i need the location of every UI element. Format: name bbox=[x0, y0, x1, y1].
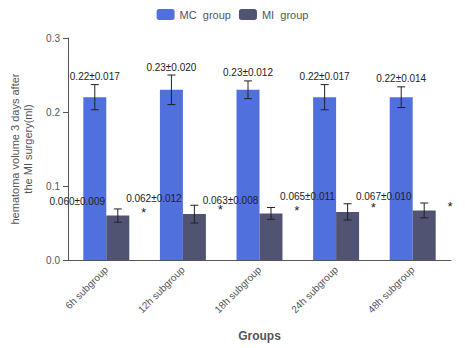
svg-text:6h subgroup: 6h subgroup bbox=[63, 264, 110, 311]
svg-text:0.3: 0.3 bbox=[46, 33, 60, 44]
svg-text:0.062±0.012: 0.062±0.012 bbox=[126, 193, 182, 204]
svg-text:0.22±0.017: 0.22±0.017 bbox=[70, 71, 120, 82]
svg-text:0.22±0.017: 0.22±0.017 bbox=[300, 71, 350, 82]
svg-text:0.067±0.010: 0.067±0.010 bbox=[356, 191, 412, 202]
svg-text:24h subgroup: 24h subgroup bbox=[289, 264, 340, 315]
svg-text:0.1: 0.1 bbox=[46, 181, 60, 192]
svg-text:0.0: 0.0 bbox=[46, 255, 60, 266]
svg-text:*: * bbox=[447, 199, 453, 214]
svg-text:0.063±0.008: 0.063±0.008 bbox=[203, 195, 259, 206]
svg-text:12h subgroup: 12h subgroup bbox=[136, 264, 187, 315]
svg-text:the MI surgery(ml): the MI surgery(ml) bbox=[22, 104, 34, 193]
svg-text:hematoma volume 3 days after: hematoma volume 3 days after bbox=[9, 73, 21, 224]
svg-text:0.065±0.011: 0.065±0.011 bbox=[280, 191, 335, 202]
svg-text:0.23±0.020: 0.23±0.020 bbox=[146, 62, 196, 73]
svg-text:48h subgroup: 48h subgroup bbox=[366, 264, 417, 315]
svg-text:18h subgroup: 18h subgroup bbox=[212, 264, 263, 315]
svg-text:*: * bbox=[294, 203, 300, 218]
svg-text:*: * bbox=[370, 200, 376, 215]
svg-text:0.060±0.009: 0.060±0.009 bbox=[50, 196, 106, 207]
svg-text:MC group: MC group bbox=[180, 9, 231, 21]
svg-text:0.22±0.014: 0.22±0.014 bbox=[376, 73, 426, 84]
svg-text:MI group: MI group bbox=[262, 9, 308, 21]
svg-text:*: * bbox=[141, 205, 147, 220]
svg-text:0.2: 0.2 bbox=[46, 107, 60, 118]
svg-text:Groups: Groups bbox=[238, 329, 281, 343]
svg-text:0.23±0.012: 0.23±0.012 bbox=[223, 67, 273, 78]
